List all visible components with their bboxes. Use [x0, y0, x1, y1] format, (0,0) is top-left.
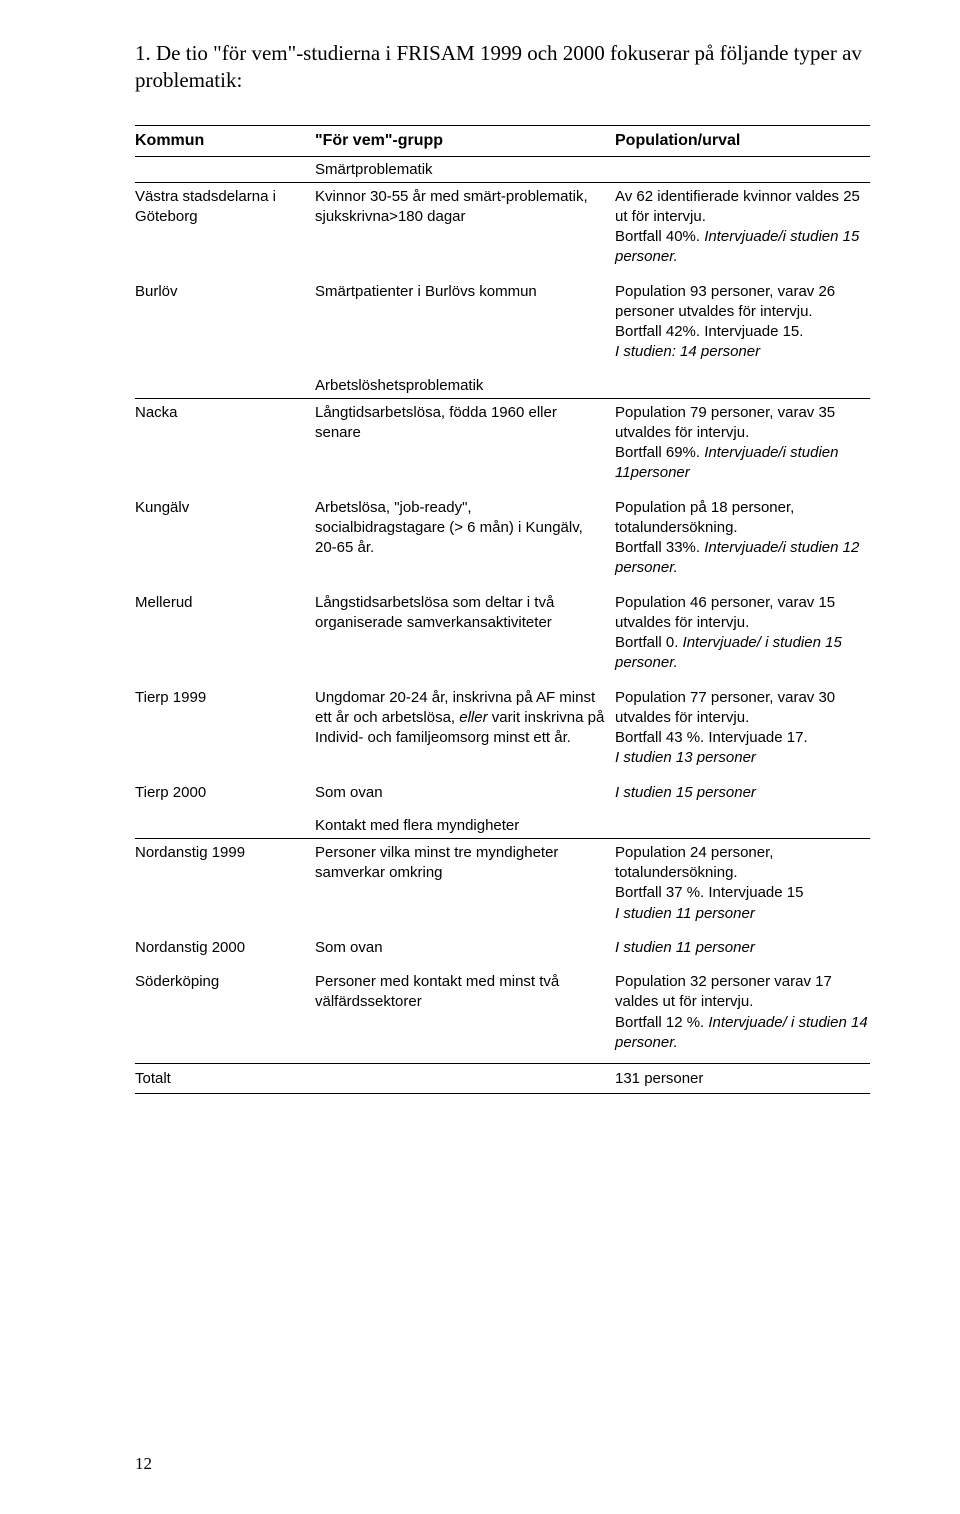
cell-kommun: Burlöv: [135, 282, 315, 363]
table-row: SöderköpingPersoner med kontakt med mins…: [135, 968, 870, 1063]
cell-grupp: Som ovan: [315, 938, 615, 958]
subsection-label: Smärtproblematik: [315, 161, 433, 178]
cell-population: I studien 11 personer: [615, 938, 870, 958]
table-row: Nordanstig 1999Personer vilka minst tre …: [135, 839, 870, 934]
total-value: 131 personer: [615, 1070, 870, 1087]
page-title: 1. De tio "för vem"-studierna i FRISAM 1…: [135, 40, 870, 95]
total-row: Totalt 131 personer: [135, 1063, 870, 1094]
cell-population: Av 62 identifierade kvinnor valdes 25 ut…: [615, 187, 870, 268]
cell-kommun: Nordanstig 2000: [135, 938, 315, 958]
cell-grupp: Ungdomar 20-24 år, inskrivna på AF minst…: [315, 688, 615, 769]
cell-kommun: Västra stadsdelarna i Göteborg: [135, 187, 315, 268]
cell-kommun: Tierp 2000: [135, 783, 315, 803]
cell-kommun: Söderköping: [135, 972, 315, 1053]
main-table: Kommun "För vem"-grupp Population/urval …: [135, 125, 870, 1095]
cell-grupp: Personer vilka minst tre myndigheter sam…: [315, 843, 615, 924]
table-row: BurlövSmärtpatienter i Burlövs kommunPop…: [135, 278, 870, 373]
cell-kommun: Nacka: [135, 403, 315, 484]
cell-population: Population 32 personer varav 17 valdes u…: [615, 972, 870, 1053]
table-row: KungälvArbetslösa, "job-ready", socialbi…: [135, 494, 870, 589]
table-row: Tierp 1999Ungdomar 20-24 år, inskrivna p…: [135, 684, 870, 779]
page-number: 12: [135, 1454, 152, 1474]
subsection-label: Arbetslöshetsproblematik: [315, 377, 483, 394]
subsection-row: Arbetslöshetsproblematik: [135, 373, 870, 399]
cell-kommun: Kungälv: [135, 498, 315, 579]
table-row: Västra stadsdelarna i GöteborgKvinnor 30…: [135, 183, 870, 278]
subsection-row: Kontakt med flera myndigheter: [135, 813, 870, 839]
header-grupp: "För vem"-grupp: [315, 132, 615, 150]
cell-population: Population 24 personer, totalundersöknin…: [615, 843, 870, 924]
cell-population: Population 79 personer, varav 35 utvalde…: [615, 403, 870, 484]
table-header-row: Kommun "För vem"-grupp Population/urval: [135, 125, 870, 157]
header-population: Population/urval: [615, 132, 870, 150]
cell-population: Population 93 personer, varav 26 persone…: [615, 282, 870, 363]
cell-kommun: Nordanstig 1999: [135, 843, 315, 924]
cell-population: Population 77 personer, varav 30 utvalde…: [615, 688, 870, 769]
cell-population: Population 46 personer, varav 15 utvalde…: [615, 593, 870, 674]
subsection-row: Smärtproblematik: [135, 157, 870, 183]
cell-grupp: Långtidsarbetslösa, födda 1960 eller sen…: [315, 403, 615, 484]
cell-kommun: Mellerud: [135, 593, 315, 674]
cell-grupp: Arbetslösa, "job-ready", socialbidragsta…: [315, 498, 615, 579]
table-row: Nordanstig 2000Som ovanI studien 11 pers…: [135, 934, 870, 968]
cell-population: I studien 15 personer: [615, 783, 870, 803]
cell-grupp: Personer med kontakt med minst två välfä…: [315, 972, 615, 1053]
header-kommun: Kommun: [135, 132, 315, 150]
table-row: NackaLångtidsarbetslösa, födda 1960 elle…: [135, 399, 870, 494]
total-empty: [315, 1070, 615, 1087]
subsection-label: Kontakt med flera myndigheter: [315, 817, 519, 834]
cell-kommun: Tierp 1999: [135, 688, 315, 769]
cell-grupp: Som ovan: [315, 783, 615, 803]
cell-grupp: Kvinnor 30-55 år med smärt-problematik, …: [315, 187, 615, 268]
total-label: Totalt: [135, 1070, 315, 1087]
table-row: MellerudLångstidsarbetslösa som deltar i…: [135, 589, 870, 684]
cell-population: Population på 18 personer, totalundersök…: [615, 498, 870, 579]
cell-grupp: Långstidsarbetslösa som deltar i två org…: [315, 593, 615, 674]
table-row: Tierp 2000Som ovanI studien 15 personer: [135, 779, 870, 813]
cell-grupp: Smärtpatienter i Burlövs kommun: [315, 282, 615, 363]
